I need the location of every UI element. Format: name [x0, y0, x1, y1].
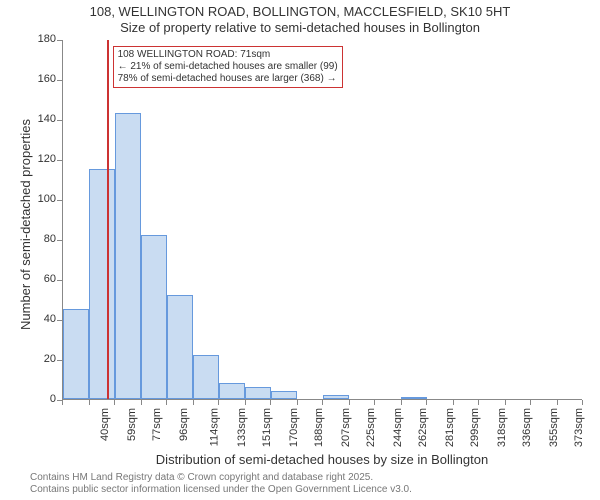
x-tick-label: 170sqm [288, 408, 300, 447]
plot-area: 108 WELLINGTON ROAD: 71sqm ← 21% of semi… [62, 40, 582, 400]
chart-footer: Contains HM Land Registry data © Crown c… [30, 472, 412, 496]
x-tick-label: 299sqm [469, 408, 481, 447]
x-tick-mark [478, 400, 479, 405]
y-tick-label: 180 [28, 33, 56, 45]
x-tick-label: 281sqm [444, 408, 456, 447]
annotation-line2: 78% of semi-detached houses are larger (… [118, 73, 338, 85]
x-tick-mark [62, 400, 63, 405]
histogram-bar [193, 355, 219, 399]
histogram-bar [271, 391, 297, 399]
x-tick-mark [322, 400, 323, 405]
y-tick-label: 100 [28, 193, 56, 205]
x-tick-label: 262sqm [417, 408, 429, 447]
histogram-chart: 108, WELLINGTON ROAD, BOLLINGTON, MACCLE… [0, 0, 600, 500]
annotation-box: 108 WELLINGTON ROAD: 71sqm ← 21% of semi… [113, 46, 343, 88]
x-tick-mark [166, 400, 167, 405]
x-tick-mark [141, 400, 142, 405]
x-tick-mark [114, 400, 115, 405]
x-tick-mark [89, 400, 90, 405]
chart-title: 108, WELLINGTON ROAD, BOLLINGTON, MACCLE… [0, 4, 600, 36]
x-tick-label: 244sqm [392, 408, 404, 447]
footer-line1: Contains HM Land Registry data © Crown c… [30, 472, 412, 484]
x-tick-label: 151sqm [261, 408, 273, 447]
x-tick-mark [582, 400, 583, 405]
x-tick-mark [453, 400, 454, 405]
y-axis-label: Number of semi-detached properties [18, 119, 33, 330]
x-tick-label: 114sqm [208, 408, 220, 446]
x-tick-label: 318sqm [496, 408, 508, 447]
x-tick-label: 133sqm [236, 408, 248, 447]
histogram-bar [115, 113, 141, 399]
histogram-bar [401, 397, 427, 399]
y-tick-mark [57, 360, 62, 361]
y-tick-mark [57, 320, 62, 321]
footer-line2: Contains public sector information licen… [30, 484, 412, 496]
x-tick-mark [245, 400, 246, 405]
annotation-line1: ← 21% of semi-detached houses are smalle… [118, 61, 338, 73]
histogram-bar [63, 309, 89, 399]
x-tick-mark [374, 400, 375, 405]
x-tick-mark [193, 400, 194, 405]
x-tick-mark [557, 400, 558, 405]
y-tick-mark [57, 120, 62, 121]
annotation-heading: 108 WELLINGTON ROAD: 71sqm [118, 49, 338, 61]
y-tick-mark [57, 240, 62, 241]
x-tick-mark [270, 400, 271, 405]
x-tick-label: 40sqm [99, 408, 111, 441]
x-tick-mark [505, 400, 506, 405]
x-tick-mark [349, 400, 350, 405]
x-tick-mark [426, 400, 427, 405]
x-tick-label: 225sqm [365, 408, 377, 447]
y-tick-mark [57, 40, 62, 41]
histogram-bar [141, 235, 167, 399]
property-marker-line [107, 40, 109, 399]
histogram-bar [245, 387, 271, 399]
histogram-bar [219, 383, 245, 399]
y-tick-label: 140 [28, 113, 56, 125]
chart-title-line1: 108, WELLINGTON ROAD, BOLLINGTON, MACCLE… [0, 4, 600, 20]
y-tick-mark [57, 160, 62, 161]
histogram-bar [167, 295, 193, 399]
x-tick-label: 77sqm [151, 408, 163, 441]
y-tick-mark [57, 200, 62, 201]
chart-title-line2: Size of property relative to semi-detach… [0, 20, 600, 36]
histogram-bar [323, 395, 349, 399]
x-axis-label: Distribution of semi-detached houses by … [62, 452, 582, 467]
y-tick-label: 80 [28, 233, 56, 245]
y-tick-label: 20 [28, 353, 56, 365]
y-tick-label: 120 [28, 153, 56, 165]
x-tick-label: 96sqm [178, 408, 190, 441]
x-tick-mark [218, 400, 219, 405]
x-tick-label: 373sqm [573, 408, 585, 447]
x-tick-mark [297, 400, 298, 405]
histogram-bar [89, 169, 115, 399]
y-tick-label: 160 [28, 73, 56, 85]
x-tick-mark [530, 400, 531, 405]
x-tick-label: 207sqm [340, 408, 352, 447]
x-tick-label: 59sqm [126, 408, 138, 441]
x-tick-label: 355sqm [548, 408, 560, 447]
x-tick-label: 336sqm [521, 408, 533, 447]
y-tick-label: 60 [28, 273, 56, 285]
y-tick-label: 40 [28, 313, 56, 325]
y-tick-label: 0 [28, 393, 56, 405]
x-tick-mark [401, 400, 402, 405]
x-tick-label: 188sqm [313, 408, 325, 447]
y-tick-mark [57, 80, 62, 81]
y-tick-mark [57, 280, 62, 281]
